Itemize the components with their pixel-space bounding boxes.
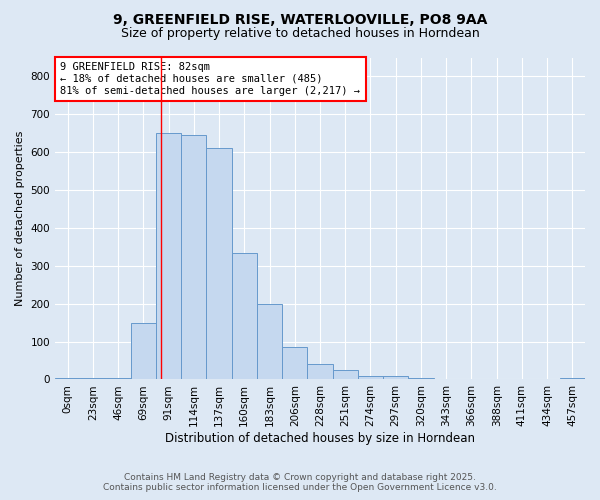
Bar [206,148,232,380]
Text: Size of property relative to detached houses in Horndean: Size of property relative to detached ho… [121,28,479,40]
Text: Contains HM Land Registry data © Crown copyright and database right 2025.
Contai: Contains HM Land Registry data © Crown c… [103,473,497,492]
Bar [55,378,80,380]
Bar [106,378,131,380]
Bar [358,376,383,380]
Bar [257,304,282,380]
Text: 9 GREENFIELD RISE: 82sqm
← 18% of detached houses are smaller (485)
81% of semi-: 9 GREENFIELD RISE: 82sqm ← 18% of detach… [61,62,361,96]
Bar [80,378,106,380]
Bar [332,370,358,380]
Bar [232,252,257,380]
Text: 9, GREENFIELD RISE, WATERLOOVILLE, PO8 9AA: 9, GREENFIELD RISE, WATERLOOVILLE, PO8 9… [113,12,487,26]
Bar [156,134,181,380]
Bar [307,364,332,380]
Bar [181,135,206,380]
Bar [560,378,585,380]
Bar [383,376,409,380]
Bar [409,378,434,380]
Bar [282,348,307,380]
X-axis label: Distribution of detached houses by size in Horndean: Distribution of detached houses by size … [165,432,475,445]
Y-axis label: Number of detached properties: Number of detached properties [15,131,25,306]
Bar [131,324,156,380]
